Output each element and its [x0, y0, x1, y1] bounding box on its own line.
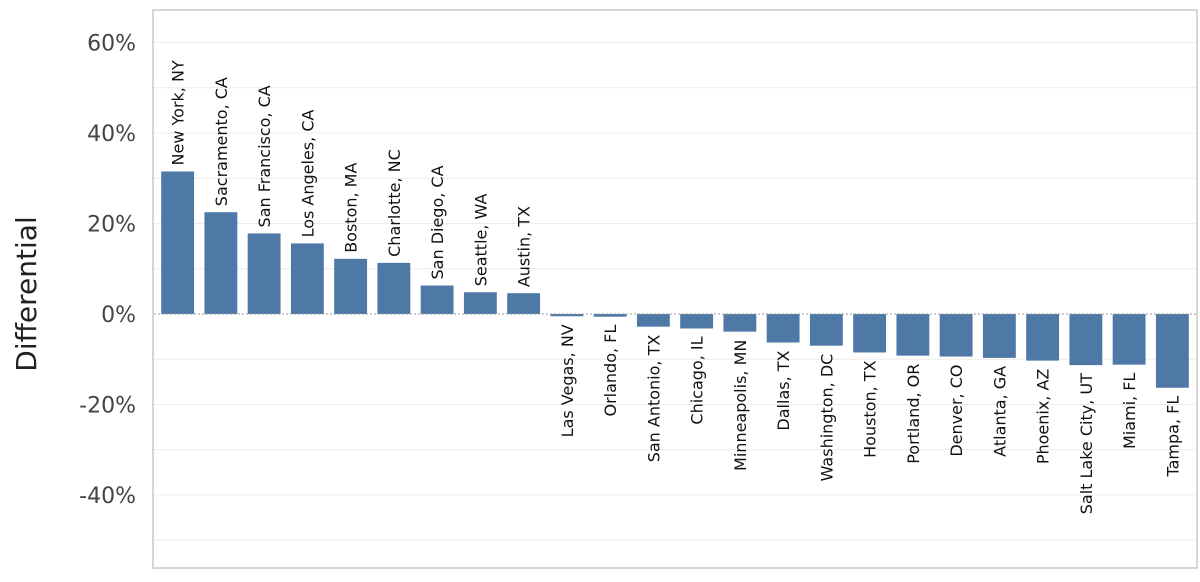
y-axis-title: Differential	[10, 216, 43, 371]
category-label: Sacramento, CA	[212, 77, 231, 206]
bar	[680, 314, 714, 329]
category-label: Chicago, IL	[688, 336, 707, 424]
category-label: San Antonio, TX	[644, 335, 663, 463]
category-label: Austin, TX	[515, 206, 534, 287]
bar	[507, 293, 541, 314]
y-tick-label: 40%	[87, 122, 136, 147]
category-label: Charlotte, NC	[385, 149, 404, 257]
bar	[939, 314, 973, 357]
category-label: Phoenix, AZ	[1034, 369, 1053, 465]
category-label: Washington, DC	[817, 354, 836, 482]
category-labels: New York, NY Sacramento, CA San Francisco,…	[169, 60, 1183, 514]
bar	[1026, 314, 1060, 361]
bar	[420, 285, 454, 314]
bar	[896, 314, 930, 356]
y-tick-label: 60%	[87, 32, 136, 57]
category-label: Atlanta, GA	[990, 366, 1009, 457]
bar	[161, 171, 195, 314]
bar	[593, 314, 627, 317]
bar	[766, 314, 800, 343]
y-tick-label: 0%	[101, 303, 136, 328]
category-label: San Diego, CA	[428, 165, 447, 279]
category-label: Houston, TX	[861, 360, 880, 457]
bar	[723, 314, 757, 332]
bar	[377, 262, 411, 314]
bar	[1069, 314, 1103, 366]
y-tick-label: -20%	[79, 394, 136, 419]
y-tick-labels: 60% 40% 20% 0% -20% -40%	[79, 32, 136, 510]
bar	[636, 314, 670, 327]
category-label: New York, NY	[169, 60, 188, 165]
category-label: Miami, FL	[1120, 373, 1139, 449]
bar	[853, 314, 887, 353]
category-label: Orlando, FL	[601, 325, 620, 417]
category-label: Denver, CO	[947, 365, 966, 457]
bars	[161, 171, 1189, 388]
bar	[809, 314, 843, 346]
bar	[290, 243, 324, 314]
category-label: Boston, MA	[342, 163, 361, 253]
bar	[982, 314, 1016, 358]
bar	[334, 258, 368, 314]
category-label: Portland, OR	[904, 364, 923, 464]
category-label: Dallas, TX	[774, 350, 793, 430]
category-label: Minneapolis, MN	[731, 340, 750, 471]
category-label: Salt Lake City, UT	[1077, 373, 1096, 514]
category-label: Seattle, WA	[471, 194, 490, 287]
bar	[1155, 314, 1189, 388]
category-label: Los Angeles, CA	[298, 110, 317, 238]
bar	[463, 292, 497, 314]
bar	[204, 212, 238, 314]
category-label: Las Vegas, NV	[558, 324, 577, 437]
category-label: Tampa, FL	[1163, 396, 1182, 478]
bar	[247, 233, 281, 314]
y-tick-label: -40%	[79, 484, 136, 509]
bar	[1112, 314, 1146, 365]
plot-area-frame	[152, 9, 1198, 569]
y-tick-label: 20%	[87, 213, 136, 238]
category-label: San Francisco, CA	[255, 85, 274, 227]
gridlines	[154, 42, 1196, 541]
bar	[550, 314, 584, 317]
